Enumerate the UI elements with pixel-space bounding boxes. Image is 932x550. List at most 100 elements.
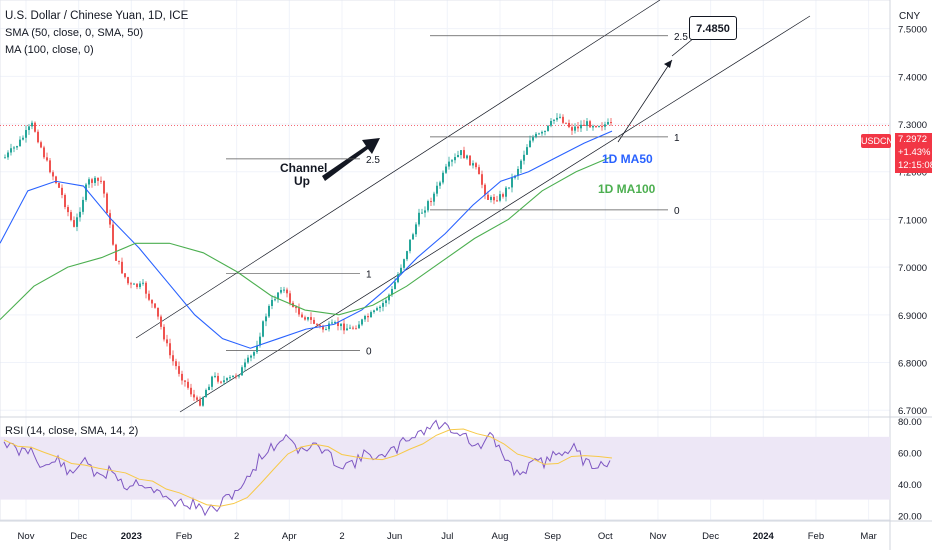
candle-body: [358, 324, 360, 329]
candle-body: [166, 339, 168, 344]
candle-body: [214, 375, 216, 377]
candle-body: [457, 155, 459, 158]
y-tick-label: 6.7000: [898, 406, 927, 417]
candle-body: [460, 150, 462, 156]
x-tick-label: Apr: [282, 531, 297, 542]
rsi-legend: RSI (14, close, SMA, 14, 2): [5, 425, 139, 437]
candle-body: [190, 387, 192, 395]
candle-body: [526, 147, 528, 155]
candle-body: [310, 317, 312, 320]
x-tick-label: Dec: [702, 531, 719, 542]
projection-arrow: [617, 59, 673, 143]
candle-body: [394, 282, 396, 290]
x-tick-label: 2: [339, 531, 344, 542]
candle-body: [76, 217, 78, 227]
candle-body: [304, 317, 306, 320]
candle-body: [328, 323, 330, 330]
y-tick-label: 6.8000: [898, 359, 927, 370]
candle-body: [103, 180, 105, 194]
candle-body: [430, 201, 432, 203]
candle-body: [28, 126, 30, 131]
candle-body: [172, 355, 174, 362]
channel-up-label[interactable]: Channel Up: [280, 162, 327, 188]
candle-body: [226, 378, 228, 381]
candle-body: [424, 210, 426, 213]
bar-countdown: 12:15:08: [898, 160, 932, 171]
candle-body: [577, 126, 579, 129]
candle-body: [121, 261, 123, 274]
candle-body: [133, 283, 135, 285]
candle-body: [118, 260, 120, 262]
ma50-label[interactable]: 1D MA50: [602, 152, 653, 166]
candle-body: [91, 179, 93, 183]
candle-body: [154, 303, 156, 308]
candle-body: [556, 117, 558, 120]
candle-body: [85, 184, 87, 200]
candle-body: [535, 133, 537, 138]
fib-level-label: 0: [366, 347, 372, 358]
candle-body: [532, 137, 534, 141]
candle-body: [337, 322, 339, 327]
fib-level-label: 1: [674, 133, 680, 144]
x-tick-label: Aug: [492, 531, 509, 542]
candle-body: [208, 386, 210, 391]
target-callout[interactable]: 7.4850: [689, 16, 737, 40]
candle-body: [481, 174, 483, 185]
candle-body: [604, 124, 606, 127]
candle-body: [364, 315, 366, 320]
candle-body: [100, 180, 102, 182]
candle-body: [199, 399, 201, 406]
price-change: +1.43%: [898, 147, 931, 158]
candle-body: [235, 375, 237, 377]
candle-body: [475, 163, 477, 168]
candle-body: [247, 357, 249, 363]
candle-body: [265, 316, 267, 322]
candle-body: [334, 322, 336, 324]
candle-body: [406, 251, 408, 260]
candle-body: [43, 147, 45, 158]
candle-body: [10, 148, 12, 153]
ma100-label[interactable]: 1D MA100: [598, 182, 656, 196]
candle-body: [205, 390, 207, 398]
candle-body: [325, 329, 327, 331]
candle-body: [64, 194, 66, 208]
grid: [0, 0, 890, 520]
candle-body: [40, 142, 42, 148]
currency-label[interactable]: CNY: [899, 11, 921, 22]
rsi-tick-label: 40.00: [898, 480, 922, 491]
candle-body: [238, 375, 240, 377]
candle-body: [124, 273, 126, 278]
candle-body: [568, 122, 570, 128]
x-tick-label: Jun: [387, 531, 402, 542]
candle-body: [550, 120, 552, 126]
axis-ticks: 7.5000 7.4000 7.3000 7.2000 7.1000 7.0000 6.90…: [18, 25, 928, 542]
candle-body: [505, 187, 507, 197]
candle-body: [373, 310, 375, 313]
candle-body: [316, 323, 318, 325]
candle-body: [169, 343, 171, 356]
candle-body: [415, 224, 417, 235]
fib-level-label: 1: [366, 269, 372, 280]
candle-body: [313, 319, 315, 324]
candle-body: [253, 352, 255, 356]
x-tick-label: Nov: [650, 531, 667, 542]
projection-arrow-head: [664, 60, 672, 68]
rsi-tick-label: 80.00: [898, 417, 922, 428]
candle-body: [508, 187, 510, 189]
candle-body: [502, 194, 504, 197]
candle-body: [193, 394, 195, 398]
x-tick-label: Oct: [598, 531, 613, 542]
candle-body: [130, 283, 132, 285]
candle-body: [259, 336, 261, 346]
candle-body: [157, 307, 159, 317]
candle-body: [595, 126, 597, 128]
candle-body: [517, 168, 519, 176]
candle-body: [151, 299, 153, 304]
y-tick-label: 7.2000: [898, 168, 927, 179]
candle-body: [289, 293, 291, 303]
candle-body: [607, 122, 609, 125]
candle-body: [529, 140, 531, 148]
candle-body: [178, 366, 180, 374]
candle-body: [148, 293, 150, 300]
candle-body: [196, 397, 198, 400]
